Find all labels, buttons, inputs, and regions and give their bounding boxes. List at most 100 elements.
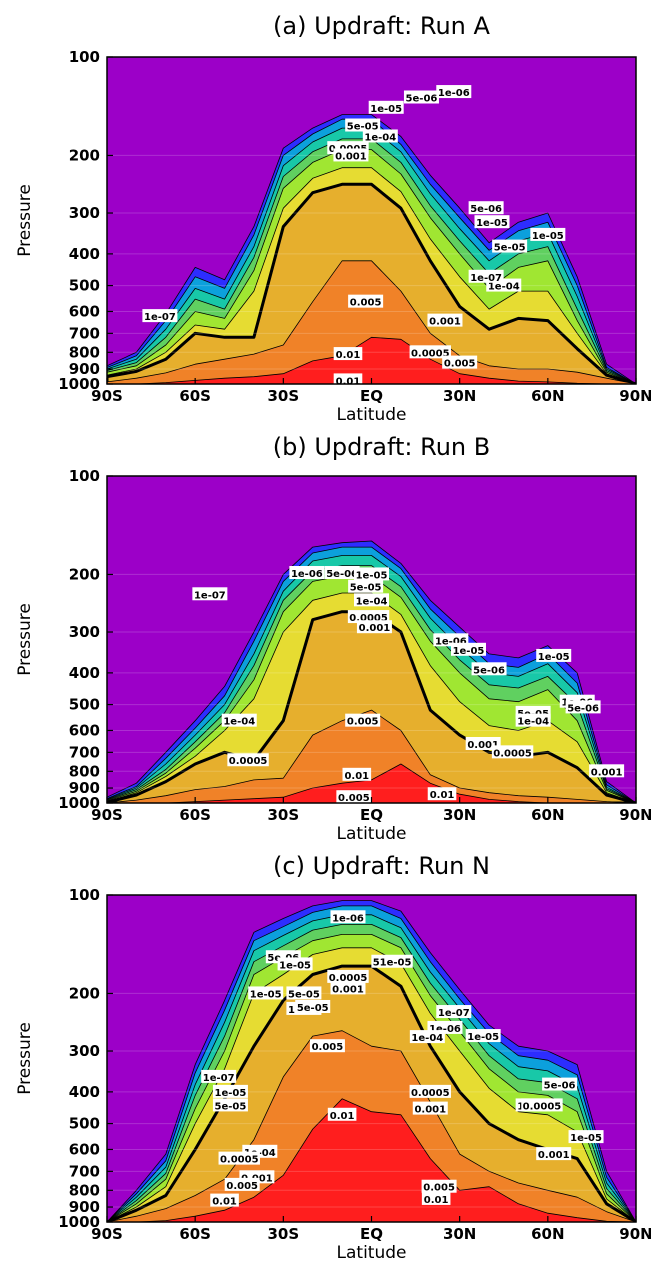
contour-label-box <box>324 566 360 580</box>
y-tick-label: 300 <box>69 1042 100 1060</box>
contour-label: 1e-04 <box>488 282 520 293</box>
y-tick-label: 700 <box>69 324 100 342</box>
contour-label-box <box>295 999 331 1013</box>
contour-label: 1e-05 <box>476 218 508 229</box>
contour-label-box <box>347 610 390 624</box>
contour-label: 5e-06 <box>567 703 599 714</box>
contour-label-box <box>333 373 363 384</box>
contour-label-box <box>471 662 507 676</box>
x-tick-label: 30S <box>267 806 299 824</box>
contour-label: 0.001 <box>359 623 391 634</box>
contour-label-box <box>201 1069 237 1083</box>
contour-label: 0.01 <box>336 376 361 387</box>
contour-label-box <box>536 1147 572 1161</box>
contour-label-box <box>327 969 369 983</box>
y-tick-label: 200 <box>69 984 100 1002</box>
y-tick-label: 800 <box>69 343 100 361</box>
y-tick-label: 1000 <box>58 375 100 393</box>
y-tick-label: 500 <box>69 277 100 295</box>
contour-label-box <box>468 269 504 283</box>
contour-label-box <box>368 100 404 114</box>
contour-label-box <box>333 148 369 162</box>
panel-title: (a) Updraft: Run A <box>273 12 490 40</box>
contour-label: 1e-06 <box>435 636 467 647</box>
contour-label: 0.001 <box>467 740 499 751</box>
y-tick-label: 600 <box>69 721 100 739</box>
contour-label: 1e-04 <box>517 717 549 728</box>
x-tick-label: 60S <box>179 806 211 824</box>
contour-label-box <box>589 764 625 778</box>
contour-label: 1e-05 <box>370 104 402 115</box>
contour-label: 1e-05 <box>570 1133 602 1144</box>
contour-label: 0.005 <box>338 793 370 804</box>
contour-label: 0.001 <box>429 317 461 328</box>
contour-label: 1e-07 <box>194 590 226 601</box>
x-tick-label: 30S <box>267 387 299 405</box>
x-tick-label: 60N <box>531 387 564 405</box>
contour-label: 0.001 <box>591 767 623 778</box>
contour-label: 1e-05 <box>250 989 282 1000</box>
contour-label-box <box>289 566 325 580</box>
y-tick-label: 1000 <box>58 1213 100 1231</box>
contour-label: 51e-05 <box>373 958 412 969</box>
contour-label: 5e-06 <box>473 665 505 676</box>
y-tick-label: 100 <box>69 48 100 66</box>
contour-label: 0.005 <box>226 1181 258 1192</box>
x-tick-label: 90S <box>91 387 123 405</box>
contour-label: 1e-07 <box>203 1073 235 1084</box>
x-axis-label: Latitude <box>337 824 407 844</box>
contour-label-box <box>492 239 528 253</box>
y-tick-label: 400 <box>69 1083 100 1101</box>
contour-label: 0.001 <box>538 1150 570 1161</box>
x-tick-label: 60S <box>179 1225 211 1243</box>
contour-label-box <box>409 1030 445 1044</box>
contour-label-box <box>371 954 413 968</box>
y-tick-label: 600 <box>69 1140 100 1158</box>
y-axis-label: Pressure <box>15 184 35 257</box>
contour-band-0.005 <box>107 709 636 803</box>
x-tick-label: 60S <box>179 387 211 405</box>
contour-label-box <box>354 593 389 607</box>
contour-label-box <box>224 1177 260 1191</box>
y-tick-label: 700 <box>69 1162 100 1180</box>
contour-label-box <box>465 1029 501 1043</box>
contour-label-box <box>286 986 322 1000</box>
contour-label: 0.005 <box>312 1042 344 1053</box>
contour-label-box <box>362 129 398 143</box>
contour-label: 0.005 <box>347 717 379 728</box>
contour-label-box <box>342 767 372 781</box>
y-tick-label: 300 <box>69 623 100 641</box>
panel-1: 1e-071e-065e-061e-055e-051e-040.00050.00… <box>15 12 651 425</box>
x-tick-label: EQ <box>360 1225 383 1243</box>
y-tick-label: 100 <box>69 467 100 485</box>
contour-label-box <box>330 910 366 924</box>
contour-label: 0.0005 <box>229 756 268 767</box>
contour-label: 0.01 <box>430 790 455 801</box>
contour-label: 1e-06 <box>438 88 470 99</box>
y-tick-label: 800 <box>69 762 100 780</box>
contour-label-box <box>409 345 451 359</box>
contour-label-box <box>409 1084 451 1098</box>
y-tick-label: 100 <box>69 886 100 904</box>
contour-label-box <box>356 620 392 634</box>
y-tick-label: 200 <box>69 565 100 583</box>
contour-label: 0.01 <box>424 1195 449 1206</box>
contour-label: 1e-05 <box>538 652 570 663</box>
contour-label: 1e-07 <box>438 1008 470 1019</box>
y-tick-label: 800 <box>69 1181 100 1199</box>
contour-label-box <box>436 1005 472 1019</box>
contour-labels: 1e-0651e-050.00050.0015e-061e-051e-055e-… <box>201 910 604 1208</box>
contour-label: 0.0005 <box>411 348 450 359</box>
contour-label-box <box>542 1077 578 1091</box>
y-tick-label: 1000 <box>58 794 100 812</box>
contour-label: 0.0005 <box>329 973 368 984</box>
contour-label-box <box>227 753 269 767</box>
contour-label-box <box>491 745 534 759</box>
contour-label-box <box>412 1101 448 1115</box>
contour-label: 0.0005 <box>349 613 388 624</box>
x-tick-label: 90N <box>619 806 651 824</box>
contour-label: 1e-05 <box>467 1032 499 1043</box>
contour-label-box <box>309 1039 345 1053</box>
y-axis-label: Pressure <box>15 1022 35 1095</box>
